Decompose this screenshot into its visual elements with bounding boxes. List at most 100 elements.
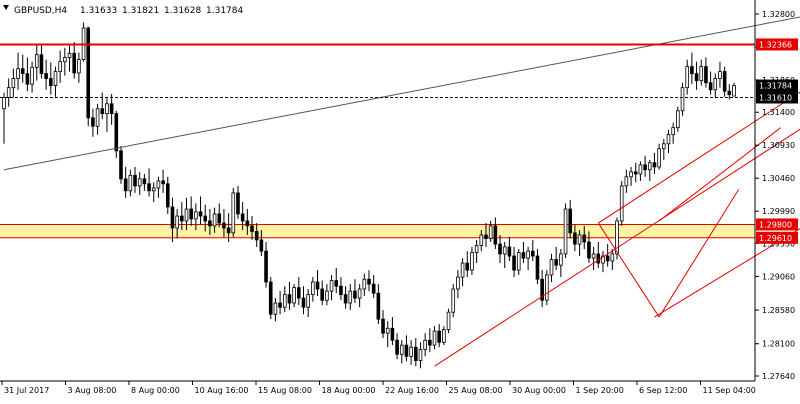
candle-bear-body xyxy=(343,294,348,304)
candle-bear-body xyxy=(268,281,273,315)
pattern-leg-1-line xyxy=(597,222,660,318)
candle-bull-body xyxy=(718,71,722,79)
candle-bull-body xyxy=(53,71,58,86)
candle xyxy=(175,209,179,239)
candle-bear-body xyxy=(315,281,320,290)
y-tick-label: 1.29990 xyxy=(762,207,795,216)
candle-bear-body xyxy=(596,253,601,264)
candle-bull-body xyxy=(591,253,596,259)
candle-bull-body xyxy=(362,278,367,290)
candle xyxy=(30,61,34,93)
candle xyxy=(605,244,610,267)
candle-bear-body xyxy=(493,225,498,245)
candle-bear-body xyxy=(44,73,48,79)
candle-bull-body xyxy=(488,225,493,239)
candle-bear-body xyxy=(147,183,151,192)
x-tick-label: 11 Sep 04:00 xyxy=(703,386,756,395)
zone-top-price-tag-bg xyxy=(756,218,798,231)
candle-bear-body xyxy=(498,243,502,255)
candle-bull-body xyxy=(329,280,334,292)
candle-bear-body xyxy=(652,162,657,168)
candle xyxy=(48,62,53,95)
candle-bull-body xyxy=(2,97,6,110)
candle-bull-body xyxy=(175,215,179,229)
candle xyxy=(297,277,301,306)
candle-bull-body xyxy=(647,162,652,171)
candle-bear-body xyxy=(161,180,165,185)
x-tick-label: 31 Jul 2017 xyxy=(4,386,49,395)
candle xyxy=(409,340,413,365)
candle xyxy=(250,216,254,240)
candle xyxy=(488,220,493,243)
y-tick-label: 1.28580 xyxy=(762,306,795,315)
candle xyxy=(184,197,189,231)
candle xyxy=(545,270,549,306)
candle xyxy=(573,224,577,252)
zone-bottom-price-tag-bg xyxy=(756,231,798,244)
candle xyxy=(474,239,479,264)
candle-bull-body xyxy=(446,311,451,331)
candle-bear-body xyxy=(250,225,254,232)
candle-bear-body xyxy=(413,346,418,361)
candle xyxy=(254,223,259,247)
candle-bear-body xyxy=(39,54,44,75)
candle-bull-body xyxy=(713,78,718,91)
candle-bear-body xyxy=(484,234,488,239)
candle-bull-body xyxy=(137,178,142,187)
channel-upper-line xyxy=(598,91,800,224)
candle xyxy=(119,145,123,184)
candle xyxy=(460,258,465,287)
x-tick-label: 18 Aug 00:00 xyxy=(322,386,376,395)
x-tick-label: 25 Aug 08:00 xyxy=(449,386,503,395)
candle xyxy=(6,78,11,107)
candle-bear-body xyxy=(535,255,540,280)
candle xyxy=(708,71,713,95)
candle xyxy=(638,161,643,181)
support-zone xyxy=(0,224,755,238)
candle-bear-body xyxy=(367,278,371,285)
candle xyxy=(521,242,526,264)
candle-bear-body xyxy=(222,222,226,229)
candle xyxy=(311,277,315,302)
candle-bear-body xyxy=(170,206,175,229)
candle-bull-body xyxy=(451,288,456,313)
collapse-triangle-icon[interactable] xyxy=(3,5,9,10)
candle xyxy=(2,92,6,144)
candle xyxy=(367,270,371,292)
candle xyxy=(11,68,16,98)
candle-bear-body xyxy=(633,171,638,175)
candle-bear-body xyxy=(530,250,535,257)
candle-bear-body xyxy=(297,287,301,299)
candle-bull-body xyxy=(516,252,521,271)
header-open: 1.31633 xyxy=(80,6,117,16)
candle-bull-body xyxy=(292,287,296,304)
candle-bear-body xyxy=(91,117,95,127)
candle xyxy=(437,324,441,348)
candle xyxy=(484,223,488,247)
candle xyxy=(353,279,357,304)
candle-bull-body xyxy=(456,276,460,290)
candle-bear-body xyxy=(582,234,587,243)
candle-bull-body xyxy=(638,164,643,175)
candle xyxy=(348,284,353,311)
candle xyxy=(165,176,170,214)
candle xyxy=(418,342,423,369)
y-tick-label: 1.31400 xyxy=(762,108,795,117)
candle xyxy=(67,45,72,72)
trendline-line xyxy=(3,16,800,171)
candle xyxy=(395,333,399,360)
candle-bull-body xyxy=(423,339,427,350)
header-close: 1.31784 xyxy=(206,6,243,16)
candle xyxy=(432,326,437,350)
candle xyxy=(147,168,151,197)
candle-bull-body xyxy=(657,148,661,168)
candle xyxy=(273,298,278,322)
candle-bear-body xyxy=(605,255,610,262)
candle-bull-body xyxy=(629,171,633,178)
header-low: 1.31628 xyxy=(164,6,201,16)
candle-bear-body xyxy=(568,208,573,234)
candle xyxy=(231,187,236,238)
resistance-price-tag-bg xyxy=(756,38,798,51)
candle-bear-body xyxy=(109,103,114,115)
candle xyxy=(34,43,39,81)
